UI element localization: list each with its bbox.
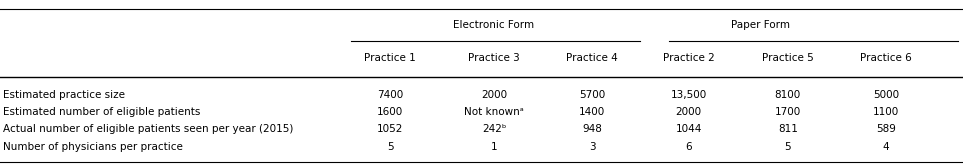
- Text: 242ᵇ: 242ᵇ: [482, 124, 507, 134]
- Text: Not knownᵃ: Not knownᵃ: [464, 107, 524, 117]
- Text: Practice 6: Practice 6: [860, 53, 912, 64]
- Text: 1044: 1044: [675, 124, 702, 134]
- Text: Paper Form: Paper Form: [731, 20, 791, 30]
- Text: 7400: 7400: [377, 90, 403, 100]
- Text: 8100: 8100: [774, 90, 801, 100]
- Text: 811: 811: [778, 124, 797, 134]
- Text: 1052: 1052: [377, 124, 403, 134]
- Text: Electronic Form: Electronic Form: [454, 20, 534, 30]
- Text: Practice 2: Practice 2: [663, 53, 715, 64]
- Text: 5000: 5000: [872, 90, 899, 100]
- Text: 13,500: 13,500: [670, 90, 707, 100]
- Text: 2000: 2000: [481, 90, 508, 100]
- Text: 1100: 1100: [872, 107, 899, 117]
- Text: 5: 5: [387, 142, 393, 152]
- Text: Estimated number of eligible patients: Estimated number of eligible patients: [3, 107, 200, 117]
- Text: 948: 948: [583, 124, 602, 134]
- Text: Estimated practice size: Estimated practice size: [3, 90, 125, 100]
- Text: Number of physicians per practice: Number of physicians per practice: [3, 142, 183, 152]
- Text: Practice 1: Practice 1: [364, 53, 416, 64]
- Text: 1600: 1600: [377, 107, 403, 117]
- Text: 1400: 1400: [579, 107, 606, 117]
- Text: Practice 3: Practice 3: [468, 53, 520, 64]
- Text: Actual number of eligible patients seen per year (2015): Actual number of eligible patients seen …: [3, 124, 294, 134]
- Text: 3: 3: [589, 142, 595, 152]
- Text: Practice 4: Practice 4: [566, 53, 618, 64]
- Text: 4: 4: [883, 142, 889, 152]
- Text: 1700: 1700: [774, 107, 801, 117]
- Text: 589: 589: [876, 124, 896, 134]
- Text: 5700: 5700: [579, 90, 606, 100]
- Text: 6: 6: [686, 142, 691, 152]
- Text: 1: 1: [491, 142, 497, 152]
- Text: 5: 5: [785, 142, 791, 152]
- Text: Practice 5: Practice 5: [762, 53, 814, 64]
- Text: 2000: 2000: [675, 107, 702, 117]
